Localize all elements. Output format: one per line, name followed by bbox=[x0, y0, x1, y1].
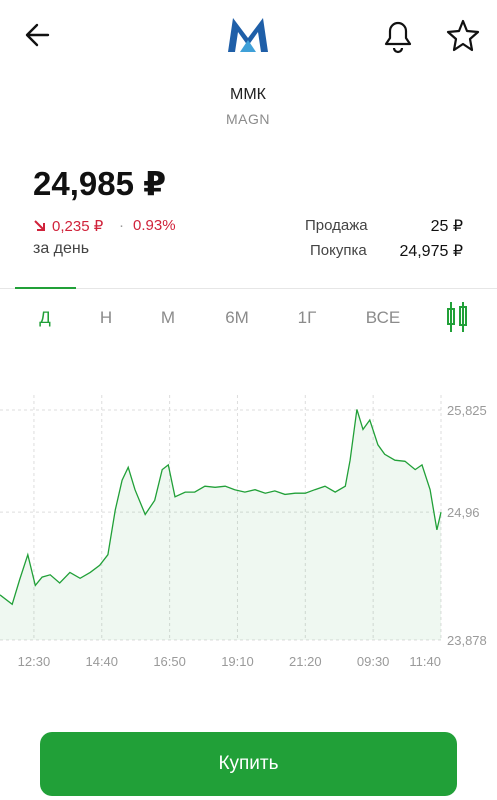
notifications-button[interactable] bbox=[384, 21, 412, 54]
sell-price: 25 ₽ bbox=[430, 218, 463, 235]
x-tick-label: 19:10 bbox=[221, 654, 254, 669]
y-tick-label: 23,878 bbox=[447, 633, 487, 648]
down-arrow-icon bbox=[34, 220, 45, 231]
ticker: MAGN bbox=[226, 111, 270, 127]
area bbox=[0, 409, 441, 640]
x-tick-label: 09:30 bbox=[357, 654, 390, 669]
instrument-name: ММК bbox=[230, 86, 266, 103]
price: 24,985 ₽ bbox=[33, 165, 167, 202]
period-tab[interactable]: 1Г bbox=[297, 308, 317, 327]
x-tick-label: 16:50 bbox=[153, 654, 186, 669]
x-tick-label: 21:20 bbox=[289, 654, 322, 669]
active-tab-indicator bbox=[15, 287, 76, 289]
period-tab[interactable]: Н bbox=[99, 308, 113, 327]
line bbox=[0, 409, 442, 606]
price-chart: 12:30 14:40 16:50 19:10 21:20 09:30 11:40 23,87… bbox=[0, 395, 487, 669]
sell-label: Продажа bbox=[305, 217, 368, 234]
favorite-button[interactable] bbox=[446, 19, 480, 52]
period-tab[interactable]: 6М bbox=[225, 308, 249, 327]
separator: · bbox=[119, 217, 124, 234]
period: за день bbox=[33, 240, 90, 257]
y-tick-label: 25,825 bbox=[447, 403, 487, 418]
back-button[interactable] bbox=[25, 23, 50, 47]
period-tab[interactable]: Д bbox=[39, 308, 51, 327]
buy-label: Покупка bbox=[310, 242, 367, 259]
y-tick-label: 24,96 bbox=[447, 505, 480, 520]
x-tick-label: 11:40 bbox=[409, 654, 441, 669]
price-change-percent: 0.93% bbox=[133, 217, 176, 234]
header-icons bbox=[25, 18, 480, 54]
logo bbox=[228, 18, 268, 52]
period-tab[interactable]: М bbox=[160, 308, 176, 327]
x-tick-label: 14:40 bbox=[85, 654, 118, 669]
divider bbox=[0, 288, 497, 289]
period-tab[interactable]: ВСЕ bbox=[365, 308, 401, 327]
buy-price: 24,975 ₽ bbox=[399, 243, 463, 260]
chart-type-button[interactable] bbox=[446, 300, 470, 334]
buy-button[interactable]: Купить bbox=[40, 732, 457, 796]
price-change: 0,235 ₽ bbox=[52, 218, 104, 235]
x-tick-label: 12:30 bbox=[18, 654, 51, 669]
